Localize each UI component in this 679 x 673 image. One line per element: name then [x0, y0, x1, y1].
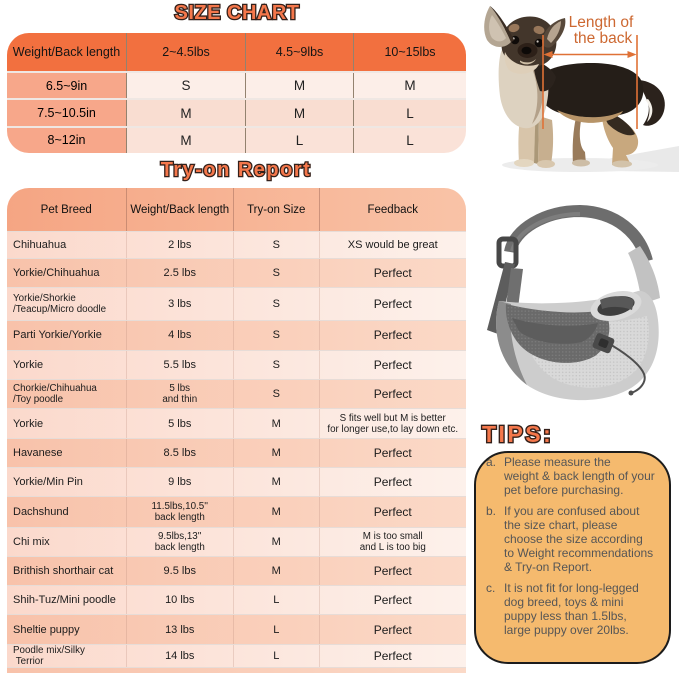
svg-text:SIZE CHART: SIZE CHART: [175, 2, 300, 24]
svg-text:the back: the back: [574, 30, 633, 47]
svg-text:Length of: Length of: [569, 14, 634, 31]
svg-text:Try-on Report: Try-on Report: [161, 159, 312, 181]
svg-text:TIPS:: TIPS:: [482, 421, 553, 447]
